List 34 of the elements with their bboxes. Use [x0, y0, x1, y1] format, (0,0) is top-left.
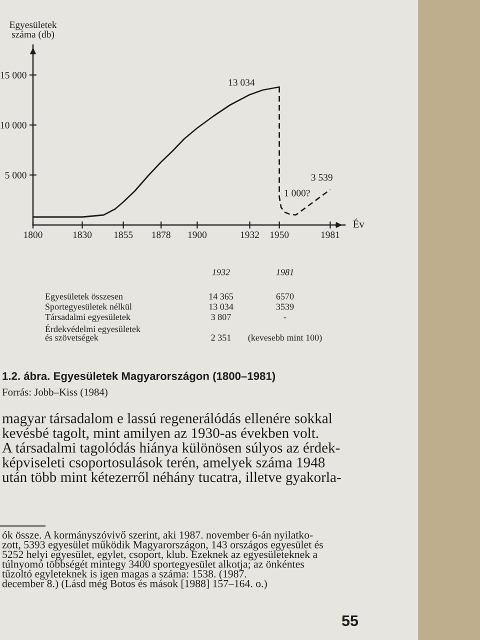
text: Sportegyesületek nélkül [46, 303, 132, 312]
y-tick-label: 15 000 [0, 72, 26, 78]
text: 55 [342, 615, 358, 626]
text: 14 365 [209, 293, 234, 300]
text: 3 807 [211, 314, 231, 320]
x-tick-label: 1981 [321, 232, 340, 238]
text: 3539 [276, 304, 294, 310]
text: 6570 [276, 293, 294, 300]
annotation: 1 000? [284, 190, 310, 196]
text: Egyesületek összesen [45, 293, 123, 302]
text: Forrás: Jobb–Kiss (1984) [2, 388, 108, 398]
annotation: 13 034 [228, 79, 255, 86]
y-tick-label: 5 000 [5, 172, 26, 178]
text: 1981 [276, 269, 294, 276]
text: (kevesebb mint 100) [248, 334, 322, 342]
x-tick-label: 1855 [114, 232, 133, 238]
annotation: 3 539 [311, 174, 332, 181]
x-axis-title: Év [353, 218, 364, 228]
x-tick-label: 1932 [240, 232, 259, 238]
text: 1932 [212, 269, 230, 276]
text: 2 351 [211, 334, 231, 341]
text: 1.2. ábra. Egyesületek Magyarországon (1800–1981) [2, 372, 276, 382]
x-tick-label: 1900 [188, 232, 207, 238]
text: magyar társadalom e lassú regenerálódás ellenére sokkal kevésbé tagolt, mint amilyen az 1930-as években volt. A társadalmi tagolódás hiánya különösen súlyos az érdek- képviseleti csoportosulások terén, amelyek száma 1948 után több mint kétezerről néhány tucatra, illetve gyakorla- [2, 413, 341, 486]
y-axis-title: Egyesületek száma (db) [10, 21, 57, 40]
text: ók össze. A kormányszóvivő szerint, aki 1987. november 6-án nyilatko- zott, 5393 egyesület működik Magyarországon, 143 országos egyesület és 5252 helyi egyesület, egylet, csoport, klub. Ezeknek az egyesületeknek a túlnyomó többségét mintegy 3400 sportegyesület alkotja; az önkéntes tűzoltó egyleteknek is igen magas a száma: 1538. (1987. december 8.) (Lásd még Botos és mások [1988] 157–164. o.) [2, 531, 323, 590]
text: 13 034 [209, 304, 234, 310]
x-tick-label: 1800 [24, 232, 42, 238]
x-tick-label: 1830 [73, 232, 92, 238]
text: Érdekvédelmi egyesületek és szövetségek [45, 324, 141, 342]
y-tick-label: 10 000 [0, 122, 26, 128]
x-tick-label: 1878 [152, 232, 170, 238]
x-tick-label: 1950 [270, 232, 289, 238]
text: Társadalmi egyesületek [45, 314, 130, 322]
